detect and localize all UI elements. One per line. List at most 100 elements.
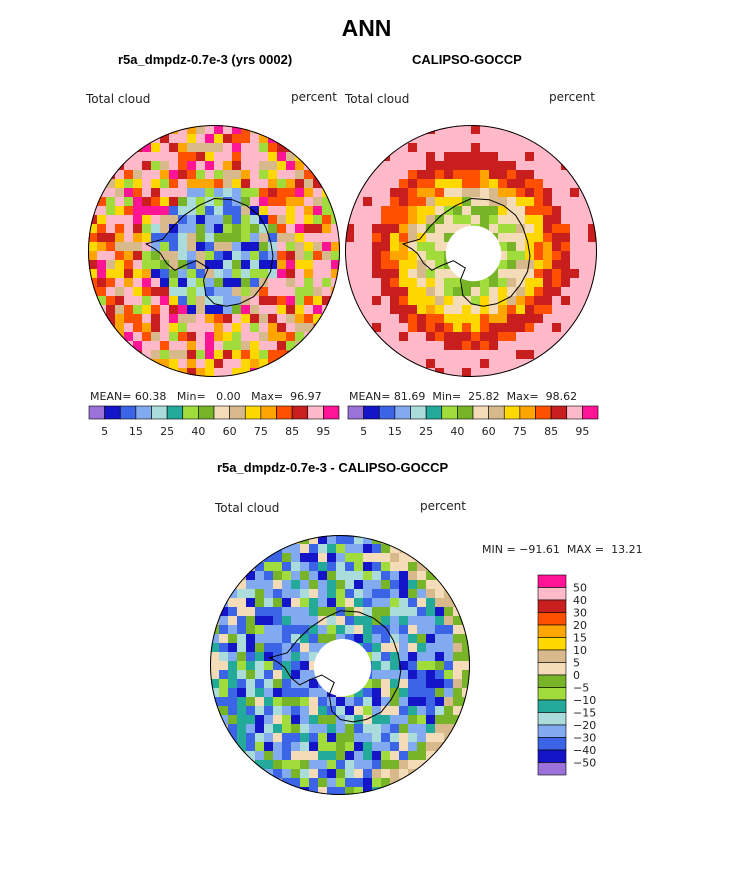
field-cell bbox=[286, 287, 296, 297]
field-cell bbox=[273, 697, 283, 707]
field-cell bbox=[327, 535, 337, 545]
field-cell bbox=[286, 161, 296, 171]
field-cell bbox=[277, 242, 287, 252]
field-cell bbox=[133, 260, 143, 270]
field-cell bbox=[133, 224, 143, 234]
field-cell bbox=[354, 571, 364, 581]
field-cell bbox=[214, 341, 224, 351]
field-cell bbox=[435, 143, 445, 153]
field-cell bbox=[363, 278, 373, 288]
field-cell bbox=[178, 215, 188, 225]
field-cell bbox=[309, 580, 319, 590]
field-cell bbox=[210, 679, 220, 689]
field-cell bbox=[408, 589, 418, 599]
field-cell bbox=[291, 724, 301, 734]
field-cell bbox=[372, 598, 382, 608]
field-cell bbox=[309, 742, 319, 752]
field-cell bbox=[115, 251, 125, 261]
field-cell bbox=[345, 760, 355, 770]
map-border bbox=[88, 125, 340, 377]
colorbar-swatch bbox=[535, 405, 552, 420]
field-cell bbox=[286, 278, 296, 288]
field-cell bbox=[196, 188, 206, 198]
field-cell bbox=[372, 769, 382, 779]
field-cell bbox=[313, 179, 323, 189]
field-cell bbox=[462, 643, 470, 653]
field-cell bbox=[282, 544, 292, 554]
field-cell bbox=[354, 760, 364, 770]
field-cell bbox=[232, 341, 242, 351]
field-cell bbox=[160, 251, 170, 261]
field-cell bbox=[399, 305, 409, 315]
field-cell bbox=[300, 598, 310, 608]
field-cell bbox=[516, 287, 526, 297]
field-cell bbox=[390, 215, 400, 225]
field-cell bbox=[363, 598, 373, 608]
field-cell bbox=[232, 278, 242, 288]
field-cell bbox=[354, 224, 364, 234]
colorbar-swatch bbox=[537, 724, 567, 738]
field-cell bbox=[160, 161, 170, 171]
field-cell bbox=[196, 152, 206, 162]
field-cell bbox=[516, 269, 526, 279]
panel-1-field-label: Total cloud bbox=[86, 92, 151, 106]
field-cell bbox=[196, 296, 206, 306]
field-cell bbox=[318, 544, 328, 554]
field-cell bbox=[286, 188, 296, 198]
field-cell bbox=[273, 580, 283, 590]
field-cell bbox=[543, 152, 553, 162]
field-cell bbox=[435, 634, 445, 644]
field-cell bbox=[480, 179, 490, 189]
field-cell bbox=[453, 170, 463, 180]
field-cell bbox=[322, 224, 332, 234]
field-cell bbox=[426, 287, 436, 297]
field-cell bbox=[426, 323, 436, 333]
field-cell bbox=[295, 269, 305, 279]
field-cell bbox=[552, 206, 562, 216]
field-cell bbox=[426, 278, 436, 288]
field-cell bbox=[115, 161, 125, 171]
field-cell bbox=[250, 170, 260, 180]
field-cell bbox=[205, 188, 215, 198]
field-cell bbox=[327, 787, 337, 795]
field-cell bbox=[588, 251, 597, 261]
field-cell bbox=[151, 278, 161, 288]
max-label: Max= bbox=[506, 390, 539, 403]
field-cell bbox=[408, 305, 418, 315]
field-cell bbox=[160, 350, 170, 360]
field-cell bbox=[363, 706, 373, 716]
field-cell bbox=[552, 296, 562, 306]
field-cell bbox=[259, 152, 269, 162]
field-cell bbox=[453, 152, 463, 162]
field-cell bbox=[417, 242, 427, 252]
field-cell bbox=[327, 598, 337, 608]
field-cell bbox=[570, 287, 580, 297]
field-cell bbox=[408, 170, 418, 180]
field-cell bbox=[417, 323, 427, 333]
min-label: Min= bbox=[432, 390, 462, 403]
field-cell bbox=[399, 643, 409, 653]
field-cell bbox=[345, 260, 355, 270]
field-cell bbox=[115, 233, 125, 243]
field-cell bbox=[408, 341, 418, 351]
field-cell bbox=[282, 643, 292, 653]
field-cell bbox=[133, 197, 143, 207]
field-cell bbox=[372, 251, 382, 261]
field-cell bbox=[313, 287, 323, 297]
colorbar-swatch bbox=[260, 405, 277, 420]
field-cell bbox=[255, 571, 265, 581]
field-cell bbox=[534, 242, 544, 252]
field-cell bbox=[372, 661, 382, 671]
field-cell bbox=[327, 742, 337, 752]
field-cell bbox=[417, 251, 427, 261]
field-cell bbox=[417, 598, 427, 608]
field-cell bbox=[223, 314, 233, 324]
field-cell bbox=[237, 625, 247, 635]
field-cell bbox=[345, 751, 355, 761]
field-cell bbox=[282, 598, 292, 608]
field-cell bbox=[196, 170, 206, 180]
field-cell bbox=[525, 215, 535, 225]
field-cell bbox=[268, 278, 278, 288]
field-cell bbox=[318, 625, 328, 635]
field-cell bbox=[322, 215, 332, 225]
